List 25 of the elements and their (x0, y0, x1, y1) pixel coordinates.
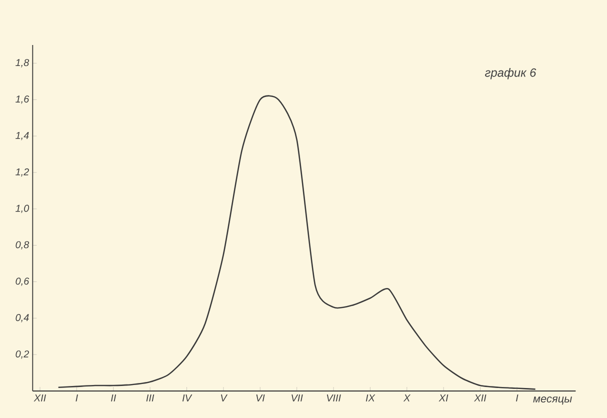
y-tick-label: 0,2 (16, 350, 29, 359)
y-tick-label: 0,4 (16, 314, 29, 322)
x-tick-label: VI (256, 394, 265, 402)
y-tick-label: 1,6 (16, 96, 30, 104)
x-tick-label: XII (34, 394, 46, 402)
x-tick-label: XII (474, 394, 486, 402)
y-tick-label: 1,0 (16, 204, 30, 214)
x-tick-label: VII (292, 394, 303, 402)
y-tick-label: 1,4 (16, 132, 29, 140)
x-tick-label: XI (438, 394, 448, 402)
x-tick-label: IX (366, 394, 376, 402)
y-tick-label: 1,2 (16, 168, 29, 177)
text: график 6 (485, 68, 536, 80)
x-tick-label: X (403, 394, 411, 402)
x-axis-title: месяцы (533, 396, 572, 405)
x-tick-label: II (111, 394, 116, 402)
x-tick-label: V (220, 394, 228, 402)
y-tick-label: 0,6 (16, 278, 30, 286)
x-tick-label: VIII (326, 394, 341, 402)
y-tick-label: 0,8 (16, 241, 30, 250)
y-tick-label: 1,8 (16, 59, 30, 68)
x-tick-label: III (146, 394, 154, 402)
x-tick-label: I (76, 394, 78, 402)
x-tick-label: I (516, 394, 518, 402)
x-tick-label: IV (182, 394, 192, 402)
